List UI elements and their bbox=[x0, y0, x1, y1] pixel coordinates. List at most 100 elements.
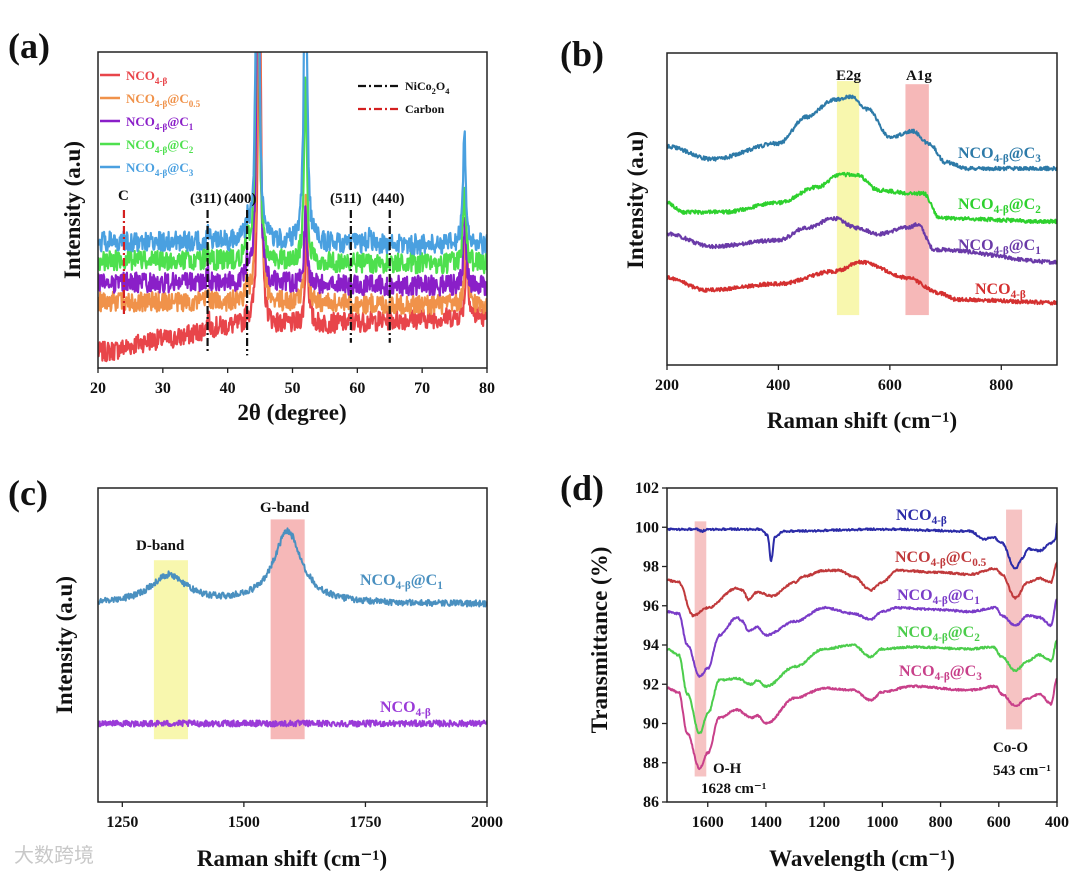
legend-label: NCO4-β bbox=[126, 68, 167, 86]
panel-label: (b) bbox=[560, 34, 604, 74]
highlight-band bbox=[905, 84, 929, 316]
x-tick-label: 1200 bbox=[808, 814, 840, 831]
y-axis-label: Transmittance (%) bbox=[587, 547, 612, 734]
plot-area bbox=[98, 519, 487, 740]
series-line bbox=[667, 94, 1057, 172]
x-tick-label: 50 bbox=[285, 380, 301, 397]
y-tick-label: 94 bbox=[643, 637, 659, 654]
panel-label: (c) bbox=[8, 473, 48, 513]
x-tick-label: 80 bbox=[479, 380, 495, 397]
highlight-band bbox=[153, 560, 188, 740]
x-tick-label: 400 bbox=[766, 377, 790, 394]
series-label: NCO4-β@C1 bbox=[897, 587, 980, 607]
x-tick-label: 800 bbox=[929, 814, 953, 831]
series-line bbox=[667, 171, 1057, 225]
series-label: NCO4-β bbox=[896, 507, 947, 527]
series-label: NCO4-β@C3 bbox=[958, 145, 1041, 165]
band-label: E2g bbox=[836, 68, 862, 84]
x-tick-label: 1500 bbox=[228, 814, 260, 831]
y-axis-label: Intensity (a.u) bbox=[52, 576, 77, 714]
x-axis-label: Raman shift (cm⁻¹) bbox=[767, 408, 957, 433]
x-axis-label: 2θ (degree) bbox=[237, 400, 346, 425]
x-axis-label: Wavelength (cm⁻¹) bbox=[769, 846, 955, 871]
panel-label: (a) bbox=[8, 26, 50, 66]
legend-label: NCO4-β@C1 bbox=[126, 114, 194, 132]
series-line bbox=[667, 522, 1057, 570]
panel-a: (a) C (311) (400) (511) (440) 20 30 40 50 60 70 80 2θ… bbox=[8, 26, 495, 425]
x-tick-label: 600 bbox=[878, 377, 902, 394]
series-label: NCO4-β@C2 bbox=[958, 196, 1041, 216]
series-line bbox=[98, 52, 487, 316]
series-label: NCO4-β bbox=[380, 699, 431, 719]
plot-area bbox=[667, 81, 1057, 316]
legend-label: NiCo2O4 bbox=[405, 79, 450, 96]
x-tick-label: 20 bbox=[90, 380, 106, 397]
x-tick-label: 30 bbox=[155, 380, 171, 397]
y-tick-label: 100 bbox=[635, 519, 659, 536]
x-tick-label: 600 bbox=[987, 814, 1011, 831]
series-line bbox=[667, 561, 1057, 618]
y-axis-label: Intensity (a.u) bbox=[60, 141, 85, 279]
peak-label: (511) bbox=[330, 191, 362, 207]
panel-c: (c) 1250 1500 1750 2000 Raman shift (cm⁻¹) Int… bbox=[8, 473, 503, 871]
series-line bbox=[98, 527, 487, 608]
plot-frame bbox=[666, 52, 1058, 366]
y-tick-label: 102 bbox=[635, 480, 659, 497]
legend-label: NCO4-β@C2 bbox=[126, 137, 194, 155]
plot-frame bbox=[97, 487, 488, 803]
panel-b: (b) 200 400 600 800 Raman shift (cm⁻¹) Intensi… bbox=[560, 34, 1058, 433]
highlight-band bbox=[836, 81, 860, 316]
series-line bbox=[667, 259, 1057, 306]
series-label: NCO4-β@C1 bbox=[958, 237, 1041, 257]
x-tick-label: 400 bbox=[1045, 814, 1069, 831]
series-line bbox=[667, 639, 1057, 735]
series-label: NCO4-β@C2 bbox=[897, 624, 980, 644]
band-wavenumber: 543 cm⁻¹ bbox=[993, 763, 1051, 779]
x-tick-label: 1000 bbox=[866, 814, 898, 831]
peak-label: (440) bbox=[372, 191, 405, 207]
series-line bbox=[98, 52, 487, 256]
plot-area bbox=[667, 509, 1057, 777]
panel-d: (d) 1600 1400 1200 1000 800 600 400 86 88 90 92 94 96… bbox=[560, 468, 1069, 871]
x-tick-label: 1400 bbox=[750, 814, 782, 831]
x-tick-label: 70 bbox=[414, 380, 430, 397]
peak-label: (311) bbox=[190, 191, 222, 207]
band-label: Co-O bbox=[993, 740, 1028, 756]
series-line bbox=[667, 677, 1057, 771]
series-label: NCO4-β@C3 bbox=[899, 663, 982, 683]
x-axis-label: Raman shift (cm⁻¹) bbox=[197, 846, 387, 871]
series-label: NCO4-β@C1 bbox=[360, 572, 443, 592]
plot-area bbox=[98, 52, 487, 363]
peak-label: C bbox=[118, 188, 129, 204]
series-label: NCO4-β bbox=[975, 281, 1026, 301]
x-tick-label: 1600 bbox=[692, 814, 724, 831]
series-line bbox=[98, 52, 487, 275]
series-line bbox=[667, 598, 1057, 678]
watermark: 大数跨境 bbox=[14, 843, 94, 867]
legend-label: Carbon bbox=[405, 102, 445, 116]
y-tick-label: 96 bbox=[643, 598, 659, 615]
peak-label: (400) bbox=[224, 191, 257, 207]
band-label: G-band bbox=[260, 500, 310, 516]
x-tick-label: 2000 bbox=[471, 814, 503, 831]
x-tick-label: 1750 bbox=[349, 814, 381, 831]
band-wavenumber: 1628 cm⁻¹ bbox=[701, 781, 766, 797]
series-label: NCO4-β@C0.5 bbox=[895, 549, 987, 569]
x-tick-label: 40 bbox=[220, 380, 236, 397]
legend-label: NCO4-β@C0.5 bbox=[126, 91, 201, 109]
band-label: D-band bbox=[136, 538, 185, 554]
highlight-band bbox=[694, 521, 707, 777]
series-line bbox=[98, 52, 487, 297]
y-tick-label: 98 bbox=[643, 559, 659, 576]
series-line bbox=[98, 719, 487, 728]
y-tick-label: 92 bbox=[643, 676, 659, 693]
x-tick-label: 200 bbox=[655, 377, 679, 394]
y-tick-label: 86 bbox=[643, 794, 659, 811]
y-axis-label: Intensity (a.u) bbox=[623, 131, 648, 269]
y-tick-label: 90 bbox=[643, 716, 659, 733]
x-tick-label: 1250 bbox=[106, 814, 138, 831]
series-line bbox=[667, 215, 1057, 265]
band-label: A1g bbox=[906, 68, 932, 84]
x-tick-label: 60 bbox=[349, 380, 365, 397]
